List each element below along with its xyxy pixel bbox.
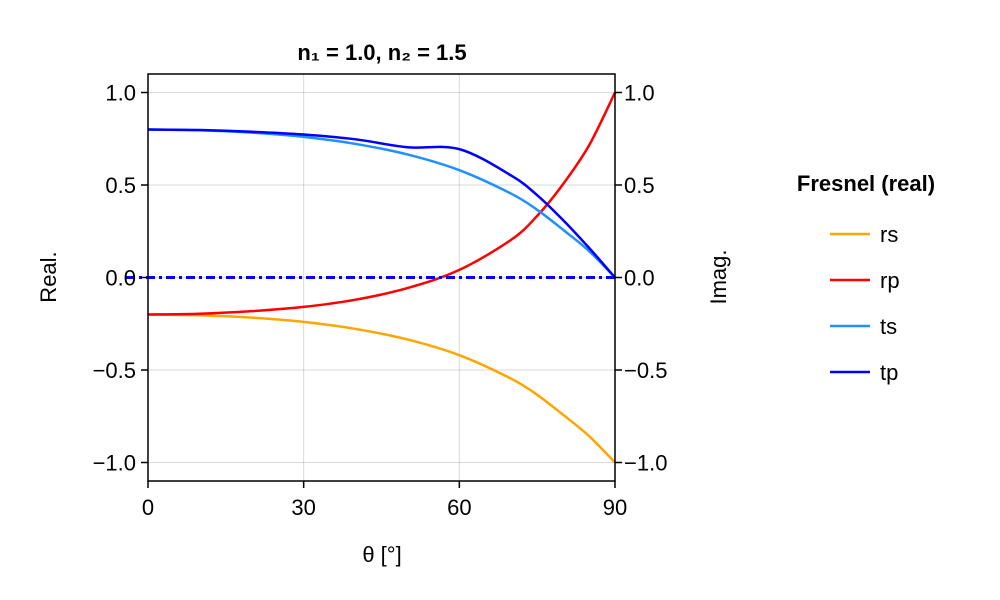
series-line-rs <box>147 313 616 464</box>
legend-label: tp <box>880 360 898 385</box>
y-tick-label-right: 0.0 <box>624 266 655 291</box>
y-tick-label-left: −0.5 <box>93 358 136 383</box>
y-tick-label-right: 0.5 <box>624 173 655 198</box>
series-line-rp <box>147 91 617 316</box>
series-line-tp <box>147 128 616 279</box>
y-tick-label-right: −1.0 <box>624 451 667 476</box>
legend-label: rp <box>880 268 900 293</box>
y-tick-label-left: −1.0 <box>93 451 136 476</box>
x-tick-label: 0 <box>142 495 154 520</box>
ticks: 0 30 60 90 −1.0 −1.0 −0.5 −0.5 0.0 0.0 0.5 0.5 1.0 1.… <box>93 81 668 521</box>
legend-title: Fresnel (real) <box>797 171 935 196</box>
y-tick-label-right: −0.5 <box>624 358 667 383</box>
x-axis-label: θ [°] <box>362 542 401 567</box>
series-layer <box>126 91 617 464</box>
y-tick-label-left: 0.0 <box>105 266 136 291</box>
x-tick-label: 60 <box>447 495 471 520</box>
y-tick-label-left: 1.0 <box>105 81 136 106</box>
legend: Fresnel (real) rs rp ts tp <box>797 171 935 385</box>
chart-title: n₁ = 1.0, n₂ = 1.5 <box>297 40 466 65</box>
x-tick-label: 90 <box>603 495 627 520</box>
x-tick-label: 30 <box>291 495 315 520</box>
legend-label: rs <box>880 222 898 247</box>
y-axis-label-right: Imag. <box>706 249 731 304</box>
legend-label: ts <box>880 314 897 339</box>
y-axis-label-left: Real. <box>36 251 61 302</box>
legend-entries: rs rp ts tp <box>830 222 900 385</box>
y-tick-label-right: 1.0 <box>624 81 655 106</box>
y-tick-label-left: 0.5 <box>105 173 136 198</box>
